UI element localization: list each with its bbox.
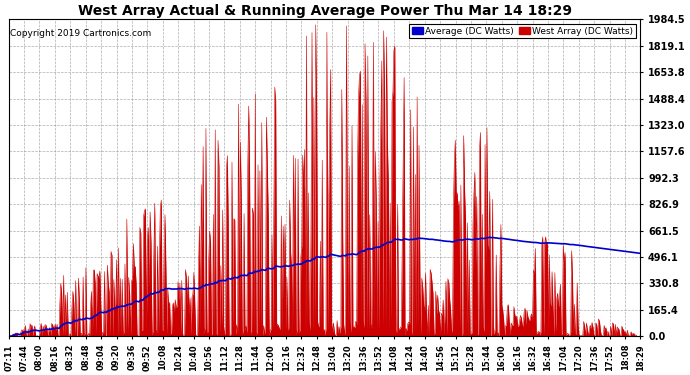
Legend: Average (DC Watts), West Array (DC Watts): Average (DC Watts), West Array (DC Watts… (409, 24, 636, 38)
Title: West Array Actual & Running Average Power Thu Mar 14 18:29: West Array Actual & Running Average Powe… (77, 4, 571, 18)
Text: Copyright 2019 Cartronics.com: Copyright 2019 Cartronics.com (10, 29, 151, 38)
